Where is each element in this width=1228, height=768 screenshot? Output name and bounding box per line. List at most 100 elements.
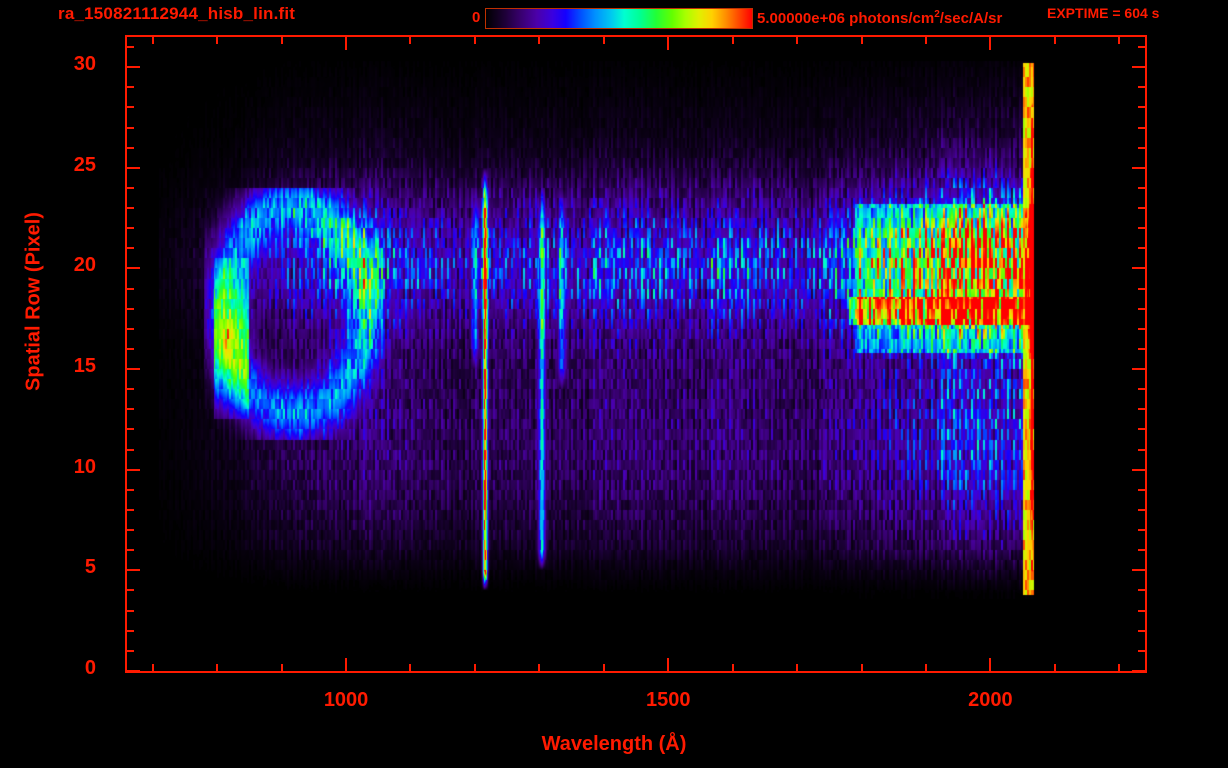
axis-tick xyxy=(1138,650,1145,652)
axis-tick xyxy=(861,664,863,671)
axis-tick xyxy=(1138,489,1145,491)
axis-tick xyxy=(127,650,134,652)
axis-tick xyxy=(127,589,134,591)
x-tick-label: 1500 xyxy=(645,689,691,711)
axis-tick xyxy=(1138,328,1145,330)
axis-tick xyxy=(1054,37,1056,44)
axis-tick xyxy=(1138,308,1145,310)
axis-tick xyxy=(345,37,347,50)
plot-frame xyxy=(125,35,1147,673)
axis-tick xyxy=(127,408,134,410)
axis-tick xyxy=(1138,147,1145,149)
axis-tick xyxy=(127,630,134,632)
axis-tick xyxy=(127,147,134,149)
y-tick-label: 10 xyxy=(73,455,96,478)
axis-tick xyxy=(1132,569,1145,571)
axis-tick xyxy=(127,610,134,612)
x-axis-title: Wavelength (Å) xyxy=(541,733,687,755)
axis-tick xyxy=(1138,388,1145,390)
axis-tick xyxy=(127,227,134,229)
axis-tick xyxy=(1138,449,1145,451)
axis-tick xyxy=(216,664,218,671)
axis-tick xyxy=(732,37,734,44)
axis-tick xyxy=(127,569,140,571)
x-tick-label: 1000 xyxy=(323,689,369,711)
axis-tick xyxy=(127,328,134,330)
axis-tick xyxy=(281,664,283,671)
axis-tick xyxy=(127,267,140,269)
axis-tick xyxy=(1138,589,1145,591)
axis-tick xyxy=(732,664,734,671)
axis-tick xyxy=(1138,348,1145,350)
axis-tick xyxy=(127,288,134,290)
y-tick-label: 0 xyxy=(84,657,96,679)
axis-tick xyxy=(1132,670,1145,671)
axis-tick xyxy=(127,509,134,511)
axis-tick xyxy=(127,388,134,390)
axis-tick xyxy=(409,664,411,671)
axis-tick xyxy=(667,658,669,671)
axis-tick xyxy=(152,37,154,44)
axis-tick xyxy=(474,37,476,44)
axis-tick xyxy=(127,489,134,491)
rainbow-colorbar xyxy=(485,8,753,29)
axis-tick xyxy=(127,549,134,551)
axis-tick xyxy=(1132,267,1145,269)
axis-tick xyxy=(1138,127,1145,129)
axis-tick xyxy=(1138,529,1145,531)
axis-tick xyxy=(1138,549,1145,551)
axis-tick xyxy=(127,46,134,48)
axis-tick xyxy=(345,658,347,671)
axis-tick xyxy=(989,37,991,50)
axis-tick xyxy=(127,127,134,129)
axis-tick xyxy=(409,37,411,44)
axis-tick xyxy=(1138,610,1145,612)
x-tick-label: 2000 xyxy=(968,689,1013,711)
axis-tick xyxy=(796,37,798,44)
axis-tick xyxy=(127,187,134,189)
axis-tick xyxy=(127,167,140,169)
y-tick-label: 25 xyxy=(73,153,96,176)
axis-tick xyxy=(1138,428,1145,430)
axis-tick xyxy=(1138,509,1145,511)
axis-tick xyxy=(1138,207,1145,209)
y-tick-label: 20 xyxy=(73,254,96,277)
axis-tick xyxy=(127,247,134,249)
axis-tick xyxy=(1132,66,1145,68)
colorbar-max-value: 5.00000e+06 xyxy=(757,10,846,27)
axis-tick xyxy=(1138,86,1145,88)
axis-tick xyxy=(127,449,134,451)
axis-tick xyxy=(925,37,927,44)
axis-tick xyxy=(603,664,605,671)
axis-tick xyxy=(127,428,134,430)
axis-tick xyxy=(538,664,540,671)
axis-tick xyxy=(127,66,140,68)
y-tick-label: 30 xyxy=(73,53,96,76)
axis-tick xyxy=(1138,408,1145,410)
axis-tick xyxy=(1138,227,1145,229)
axis-tick xyxy=(127,308,134,310)
y-tick-label: 15 xyxy=(73,355,96,378)
header-bar: ra_150821112944_hisb_lin.fit 0 5.00000e+… xyxy=(0,0,1228,34)
spectrogram-image xyxy=(127,37,1145,671)
colorbar-units-post: /sec/A/sr xyxy=(939,10,1003,27)
axis-tick xyxy=(1138,247,1145,249)
axis-tick xyxy=(1138,288,1145,290)
axis-tick xyxy=(127,348,134,350)
axis-tick xyxy=(1132,469,1145,471)
axis-tick xyxy=(1118,37,1120,44)
axis-tick xyxy=(127,86,134,88)
page-title: ra_150821112944_hisb_lin.fit xyxy=(58,4,296,23)
axis-tick xyxy=(861,37,863,44)
axis-tick xyxy=(1132,167,1145,169)
axis-tick xyxy=(603,37,605,44)
colorbar-units-pre: photons/cm xyxy=(845,10,935,27)
axis-tick xyxy=(152,664,154,671)
axis-tick xyxy=(1118,664,1120,671)
axis-tick xyxy=(127,106,134,108)
colorbar-units-exponent: 2 xyxy=(934,9,940,20)
axis-tick xyxy=(1138,187,1145,189)
axis-tick xyxy=(127,207,134,209)
axis-tick xyxy=(127,670,140,671)
